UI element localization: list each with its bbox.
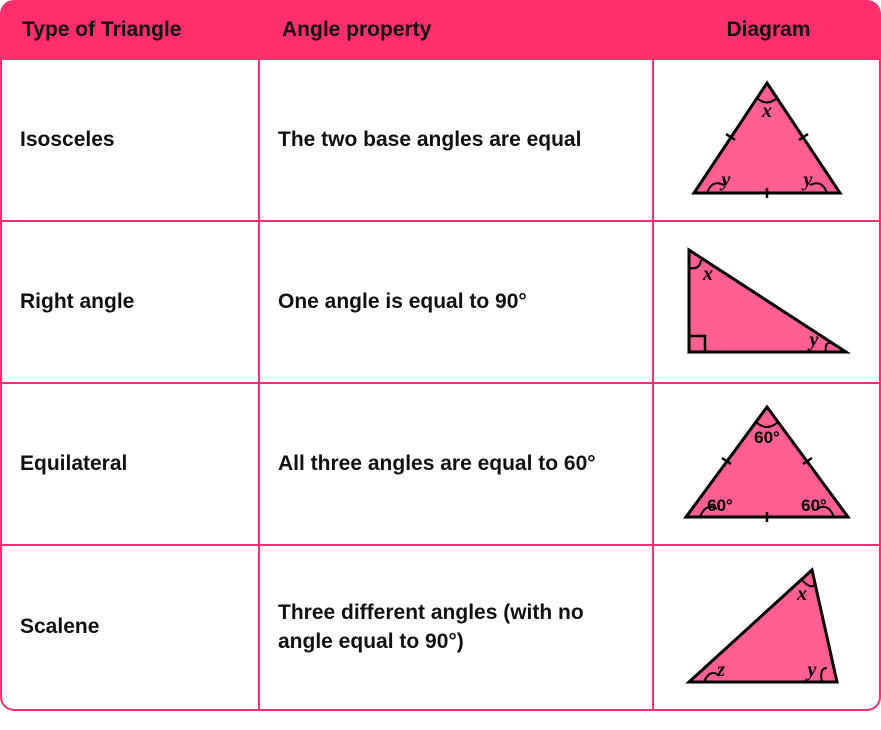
table-row: Equilateral All three angles are equal t… bbox=[2, 382, 879, 544]
svg-text:y: y bbox=[719, 169, 730, 191]
header-type: Type of Triangle bbox=[2, 2, 262, 58]
type-cell: Isosceles bbox=[2, 60, 260, 220]
property-cell: One angle is equal to 90° bbox=[260, 222, 654, 382]
header-property: Angle property bbox=[262, 2, 658, 58]
table-row: Right angle One angle is equal to 90° x … bbox=[2, 220, 879, 382]
property-cell: All three angles are equal to 60° bbox=[260, 384, 654, 544]
triangle-types-table: Type of Triangle Angle property Diagram … bbox=[0, 0, 881, 711]
equilateral-triangle-icon: 60° 60° 60° bbox=[672, 399, 862, 529]
property-cell: The two base angles are equal bbox=[260, 60, 654, 220]
table-header-row: Type of Triangle Angle property Diagram bbox=[2, 2, 879, 58]
diagram-cell: x z y bbox=[654, 546, 879, 709]
right-triangle-icon: x y bbox=[674, 240, 859, 365]
diagram-cell: x y bbox=[654, 222, 879, 382]
svg-text:z: z bbox=[716, 659, 725, 681]
type-cell: Scalene bbox=[2, 546, 260, 709]
type-cell: Equilateral bbox=[2, 384, 260, 544]
svg-text:x: x bbox=[796, 583, 807, 605]
svg-text:x: x bbox=[702, 263, 713, 285]
svg-text:x: x bbox=[761, 100, 772, 122]
svg-text:60°: 60° bbox=[754, 428, 780, 447]
svg-text:y: y bbox=[808, 329, 819, 351]
svg-text:y: y bbox=[801, 169, 812, 191]
table-row: Isosceles The two base angles are equal … bbox=[2, 58, 879, 220]
header-diagram: Diagram bbox=[658, 2, 879, 58]
isosceles-triangle-icon: x y y bbox=[682, 75, 852, 205]
type-cell: Right angle bbox=[2, 222, 260, 382]
property-cell: Three different angles (with no angle eq… bbox=[260, 546, 654, 709]
diagram-cell: 60° 60° 60° bbox=[654, 384, 880, 544]
svg-text:y: y bbox=[805, 659, 816, 681]
svg-text:60°: 60° bbox=[707, 496, 733, 515]
svg-text:60°: 60° bbox=[801, 496, 827, 515]
table-row: Scalene Three different angles (with no … bbox=[2, 544, 879, 709]
diagram-cell: x y y bbox=[654, 60, 879, 220]
scalene-triangle-icon: x z y bbox=[677, 560, 857, 695]
